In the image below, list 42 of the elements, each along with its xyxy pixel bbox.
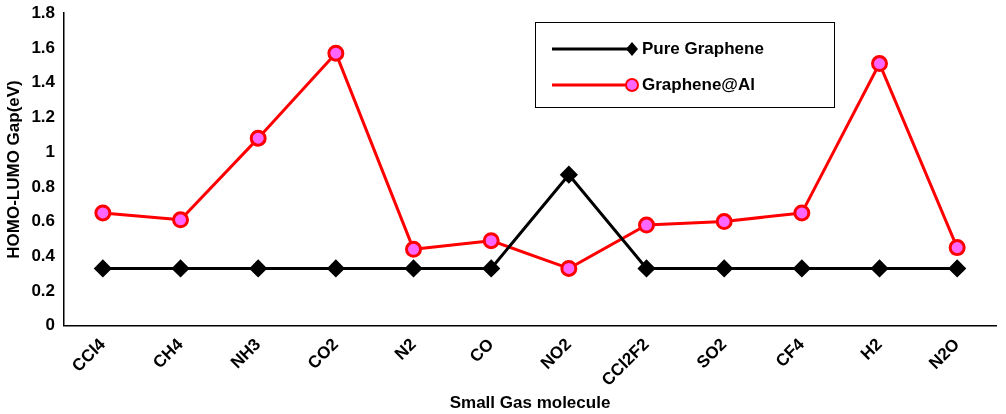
y-tick-label: 1.4 [31, 72, 56, 92]
legend-label: Pure Graphene [642, 39, 764, 59]
point [638, 259, 656, 277]
point [948, 259, 966, 277]
point [638, 216, 656, 234]
point [405, 240, 423, 258]
point [249, 129, 267, 147]
point [948, 239, 966, 257]
y-tick-label: 0.6 [31, 211, 56, 231]
y-tick-label: 1.2 [31, 107, 56, 127]
point [715, 213, 733, 231]
point [172, 211, 190, 229]
y-tick-label: 1.6 [31, 37, 56, 57]
y-axis-title: HOMO-LUMO Gap(eV) [3, 80, 23, 259]
point [327, 259, 345, 277]
point [172, 259, 190, 277]
y-tick-label: 1 [45, 141, 56, 161]
point [327, 44, 345, 62]
x-axis-title: Small Gas molecule [449, 393, 611, 413]
x-tick-label: CF4 [771, 334, 809, 371]
y-tick-label: 1.8 [31, 2, 56, 22]
point [482, 259, 500, 277]
y-tick-label: 0 [45, 315, 56, 335]
y-tick-label: 0.8 [31, 176, 56, 196]
point [560, 166, 578, 184]
point [793, 204, 811, 222]
y-tick-label: 0.2 [31, 280, 56, 300]
point [94, 259, 112, 277]
point [871, 259, 888, 277]
y-tick-label: 0.4 [31, 245, 56, 265]
point [560, 259, 578, 277]
point [871, 55, 888, 73]
x-tick-label: CO [465, 334, 498, 367]
point [482, 232, 500, 250]
legend-label: Graphene@Al [642, 75, 755, 95]
point [715, 259, 733, 277]
x-tick-label: N2 [390, 334, 420, 364]
point [94, 204, 112, 222]
point [405, 259, 423, 277]
point [249, 259, 267, 277]
x-tick-label: H2 [856, 334, 886, 364]
point [793, 259, 811, 277]
